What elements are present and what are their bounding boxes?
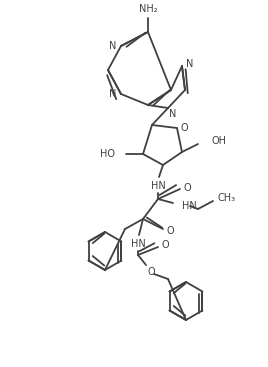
Text: N: N — [109, 89, 117, 99]
Text: O: O — [161, 240, 169, 250]
Text: O: O — [147, 267, 155, 277]
Text: N: N — [169, 109, 177, 119]
Text: O: O — [166, 226, 174, 236]
Text: N: N — [109, 41, 117, 51]
Text: O: O — [180, 123, 188, 133]
Text: CH₃: CH₃ — [218, 193, 236, 203]
Text: HO: HO — [100, 149, 115, 159]
Text: HN: HN — [131, 239, 145, 249]
Text: HN: HN — [182, 201, 197, 211]
Text: OH: OH — [212, 136, 227, 146]
Text: NH₂: NH₂ — [139, 4, 157, 14]
Text: HN: HN — [151, 181, 165, 191]
Text: O: O — [183, 183, 191, 193]
Text: N: N — [186, 59, 194, 69]
